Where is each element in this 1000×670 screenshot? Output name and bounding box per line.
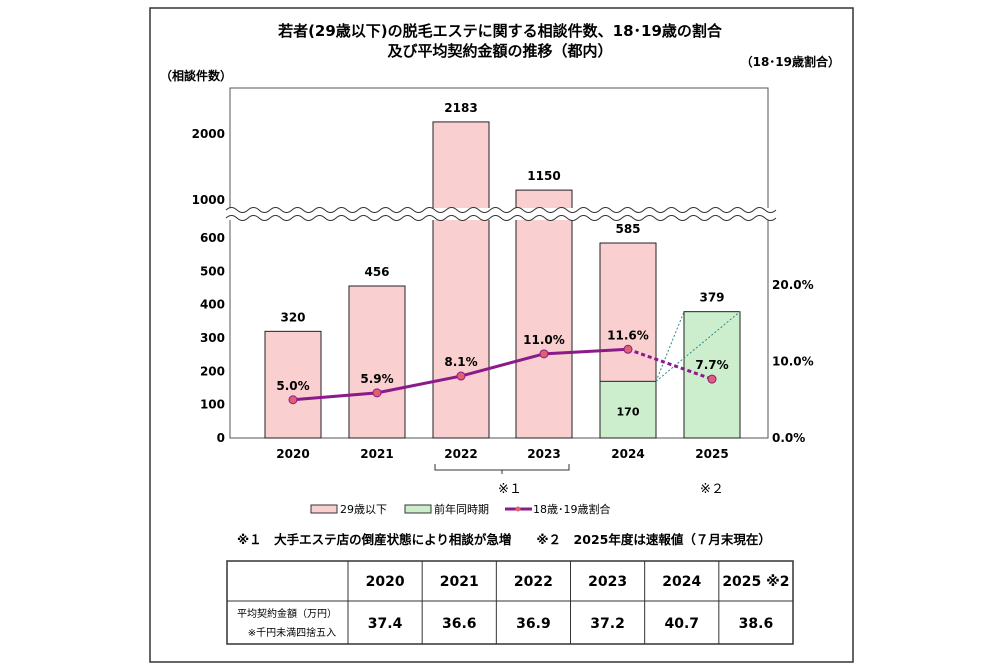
legend-swatch-prev-year	[404, 504, 432, 514]
bar-value-label: 170	[617, 405, 640, 418]
bar-29-under	[432, 121, 490, 439]
chart-title-line1: 若者(29歳以下)の脱毛エステに関する相談件数、18･19歳の割合	[277, 22, 723, 40]
legend-label: 29歳以下	[340, 503, 387, 516]
bar-29-under	[515, 189, 573, 439]
ratio-label: 5.9%	[360, 372, 393, 386]
legend-label: 18歳･19歳割合	[533, 502, 611, 516]
axis-break-line	[225, 215, 777, 221]
table-row-label: 平均契約金額（万円）	[237, 607, 337, 620]
bar-value-label: 585	[615, 222, 640, 236]
y2-tick-label: 20.0%	[772, 278, 814, 292]
table-header: 2021	[440, 574, 479, 590]
y-tick-label: 400	[200, 298, 225, 312]
table-cell: 40.7	[664, 616, 699, 632]
bar-prev-year	[599, 380, 657, 439]
ratio-label: 5.0%	[276, 379, 309, 393]
table-header: 2023	[588, 574, 627, 590]
y-tick-label: 0	[217, 431, 225, 445]
data-table	[226, 560, 794, 645]
bracket-2022-2023	[434, 464, 570, 474]
bar-29-under	[348, 285, 406, 439]
plot-area	[229, 87, 769, 439]
bar-29-under	[264, 330, 322, 439]
ratio-label: 11.0%	[523, 333, 565, 347]
ratio-point	[623, 344, 633, 354]
ratio-label: 8.1%	[444, 355, 477, 369]
bar-value-label: 1150	[527, 169, 560, 183]
y-tick-label: 500	[200, 264, 225, 278]
table-cell: 36.9	[516, 616, 551, 632]
y2-axis-label: （18･19歳割合）	[741, 54, 840, 69]
ratio-label: 11.6%	[607, 328, 649, 342]
ratio-label: 7.7%	[695, 358, 728, 372]
y-tick-label: 100	[200, 398, 225, 412]
y-tick-label: 1000	[192, 193, 225, 207]
bar-value-label: 379	[699, 291, 724, 305]
axis-break-gap	[226, 208, 772, 220]
note-marker-2: ※２	[700, 482, 724, 497]
table-cell: 38.6	[739, 616, 774, 632]
ratio-point	[707, 374, 717, 384]
ratio-line-dashed	[627, 347, 713, 381]
y-axis-label: （相談件数）	[160, 68, 232, 83]
x-tick-label: 2025	[695, 447, 728, 461]
connector-line	[655, 311, 685, 382]
table-header: 2022	[514, 574, 553, 590]
axis-break-line	[225, 207, 777, 213]
table-cell: 36.6	[442, 616, 477, 632]
x-tick-label: 2022	[444, 447, 477, 461]
ratio-point	[288, 395, 298, 405]
y-tick-label: 2000	[192, 127, 225, 141]
y-tick-label: 200	[200, 364, 225, 378]
legend-swatch-29-under	[310, 504, 338, 514]
x-tick-label: 2020	[276, 447, 309, 461]
y-tick-label: 300	[200, 331, 225, 345]
x-tick-label: 2023	[527, 447, 560, 461]
bar-value-label: 2183	[444, 101, 477, 115]
note-marker-1: ※１	[498, 482, 522, 497]
table-row-sublabel: ※千円未満四捨五入	[248, 626, 336, 639]
y2-tick-label: 0.0%	[772, 431, 805, 445]
table-cell: 37.4	[368, 616, 403, 632]
legend-marker	[515, 506, 521, 512]
legend-label: 前年同時期	[434, 502, 489, 516]
table-cell: 37.2	[590, 616, 625, 632]
footnotes: ※１ 大手エステ店の倒産状態により相談が急増 ※２ 2025年度は速報値（７月末…	[237, 532, 771, 547]
y-tick-label: 600	[200, 231, 225, 245]
ratio-point	[456, 371, 466, 381]
table-header: 2024	[662, 574, 701, 590]
x-tick-label: 2021	[360, 447, 393, 461]
chart-title-line2: 及び平均契約金額の推移（都内）	[387, 42, 612, 60]
y2-tick-label: 10.0%	[772, 355, 814, 369]
table-header: 2025 ※2	[722, 574, 789, 590]
table-header: 2020	[366, 574, 405, 590]
ratio-point	[539, 349, 549, 359]
outer-frame	[149, 7, 854, 663]
ratio-point	[372, 388, 382, 398]
bar-value-label: 456	[364, 265, 389, 279]
x-tick-label: 2024	[611, 447, 644, 461]
bar-value-label: 320	[280, 310, 305, 324]
